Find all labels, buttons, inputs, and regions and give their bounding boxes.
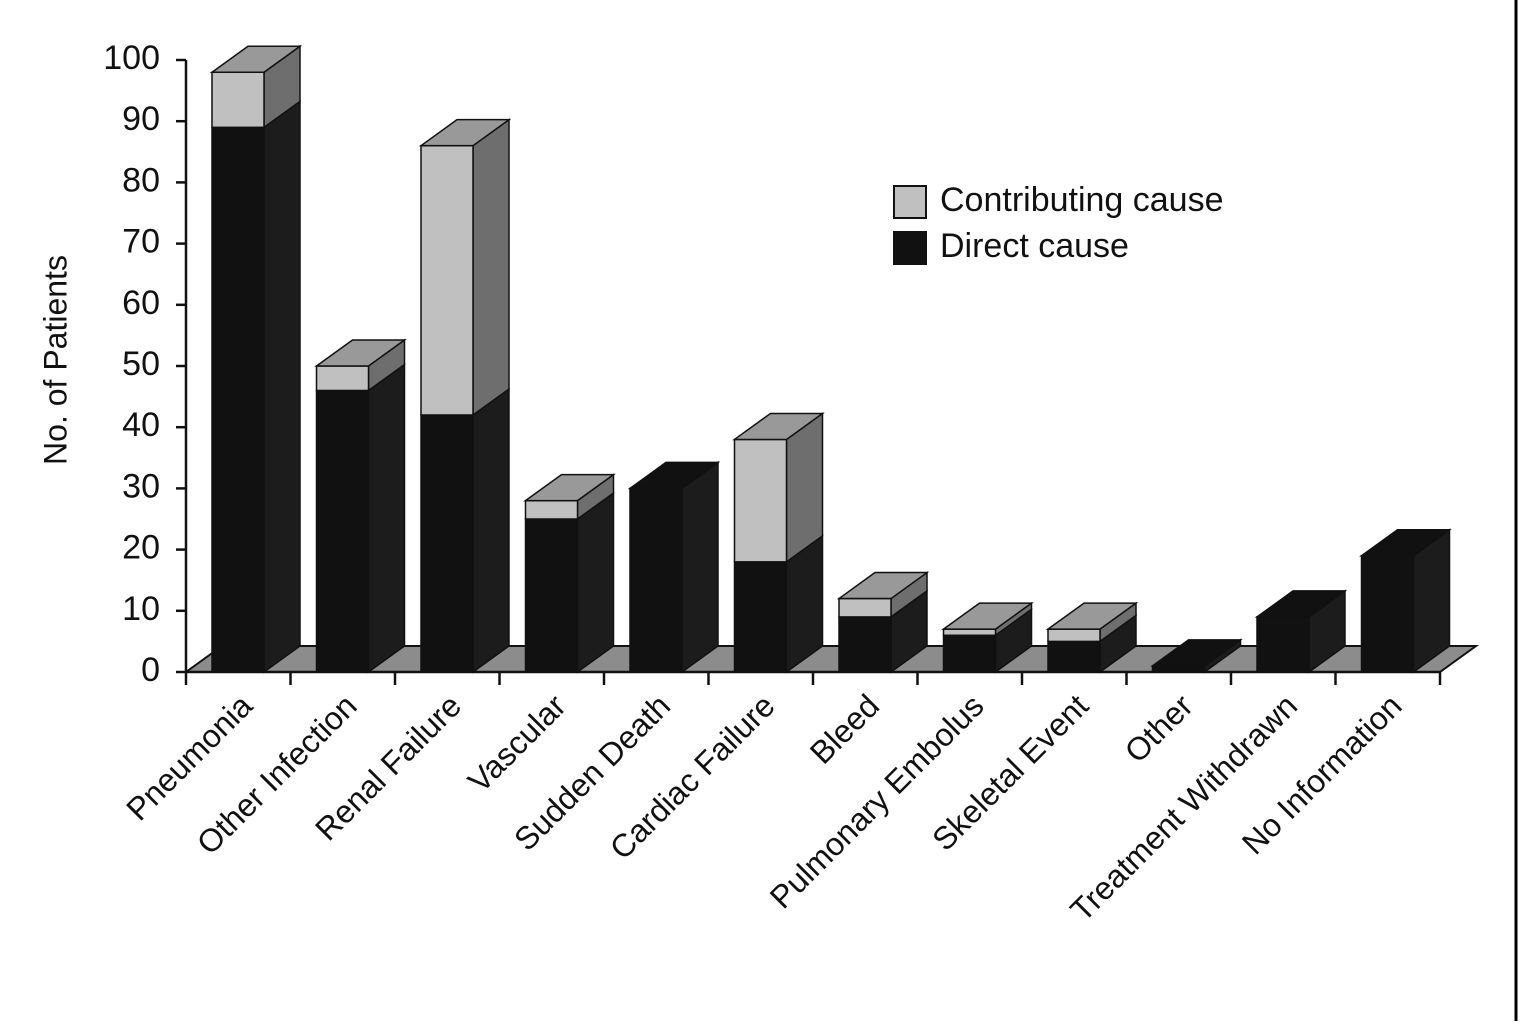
bar-top [1045, 602, 1139, 630]
bar [838, 597, 892, 618]
bar [1047, 628, 1101, 643]
y-tick-label: 60 [122, 284, 160, 322]
bar-top [418, 118, 512, 147]
y-axis-label: No. of Patients [37, 255, 73, 465]
bar-top [941, 602, 1034, 630]
bar [942, 634, 997, 673]
bar-side [367, 363, 406, 674]
legend-label: Direct cause [940, 227, 1129, 265]
bar-top [1150, 639, 1243, 667]
y-tick-label: 0 [141, 651, 160, 689]
bar [420, 414, 474, 673]
bar-top [1359, 528, 1452, 557]
bar [942, 628, 997, 637]
bar [315, 389, 370, 673]
bar [1256, 616, 1310, 673]
bar-side [263, 99, 301, 674]
bar [211, 126, 265, 673]
bar [1047, 640, 1101, 673]
bar [524, 518, 579, 673]
bar [1151, 665, 1206, 673]
y-tick-label: 10 [122, 590, 160, 628]
bar-top [523, 473, 616, 502]
bar-side [472, 387, 510, 674]
x-tick-label: Bleed [803, 687, 886, 770]
bar [733, 561, 788, 673]
bar-top [314, 339, 407, 367]
y-tick-label: 100 [103, 39, 160, 77]
y-tick-label: 50 [122, 345, 160, 383]
bar [524, 499, 579, 520]
y-tick-label: 70 [122, 223, 160, 261]
y-tick-label: 20 [122, 529, 160, 567]
legend-swatch [893, 185, 927, 219]
bar-top [836, 571, 930, 600]
y-tick-label: 90 [122, 100, 160, 138]
y-tick-label: 40 [122, 406, 160, 444]
bar-top [209, 45, 303, 73]
bar [420, 144, 474, 416]
y-tick-label: 30 [122, 467, 160, 505]
bar [1360, 554, 1415, 673]
bar [838, 616, 892, 673]
x-tick-label: Other [1118, 687, 1200, 769]
bar [315, 365, 370, 392]
bar-top [627, 461, 721, 490]
bar [211, 71, 265, 129]
bar [629, 487, 683, 673]
bar [733, 438, 788, 563]
bar-top [1254, 590, 1348, 618]
legend-swatch [893, 231, 927, 265]
bar-side [576, 491, 615, 674]
bar-side [681, 460, 719, 674]
y-tick-label: 80 [122, 161, 160, 199]
legend-label: Contributing cause [940, 181, 1224, 219]
bar-top [732, 412, 825, 441]
bar-side [472, 118, 510, 417]
